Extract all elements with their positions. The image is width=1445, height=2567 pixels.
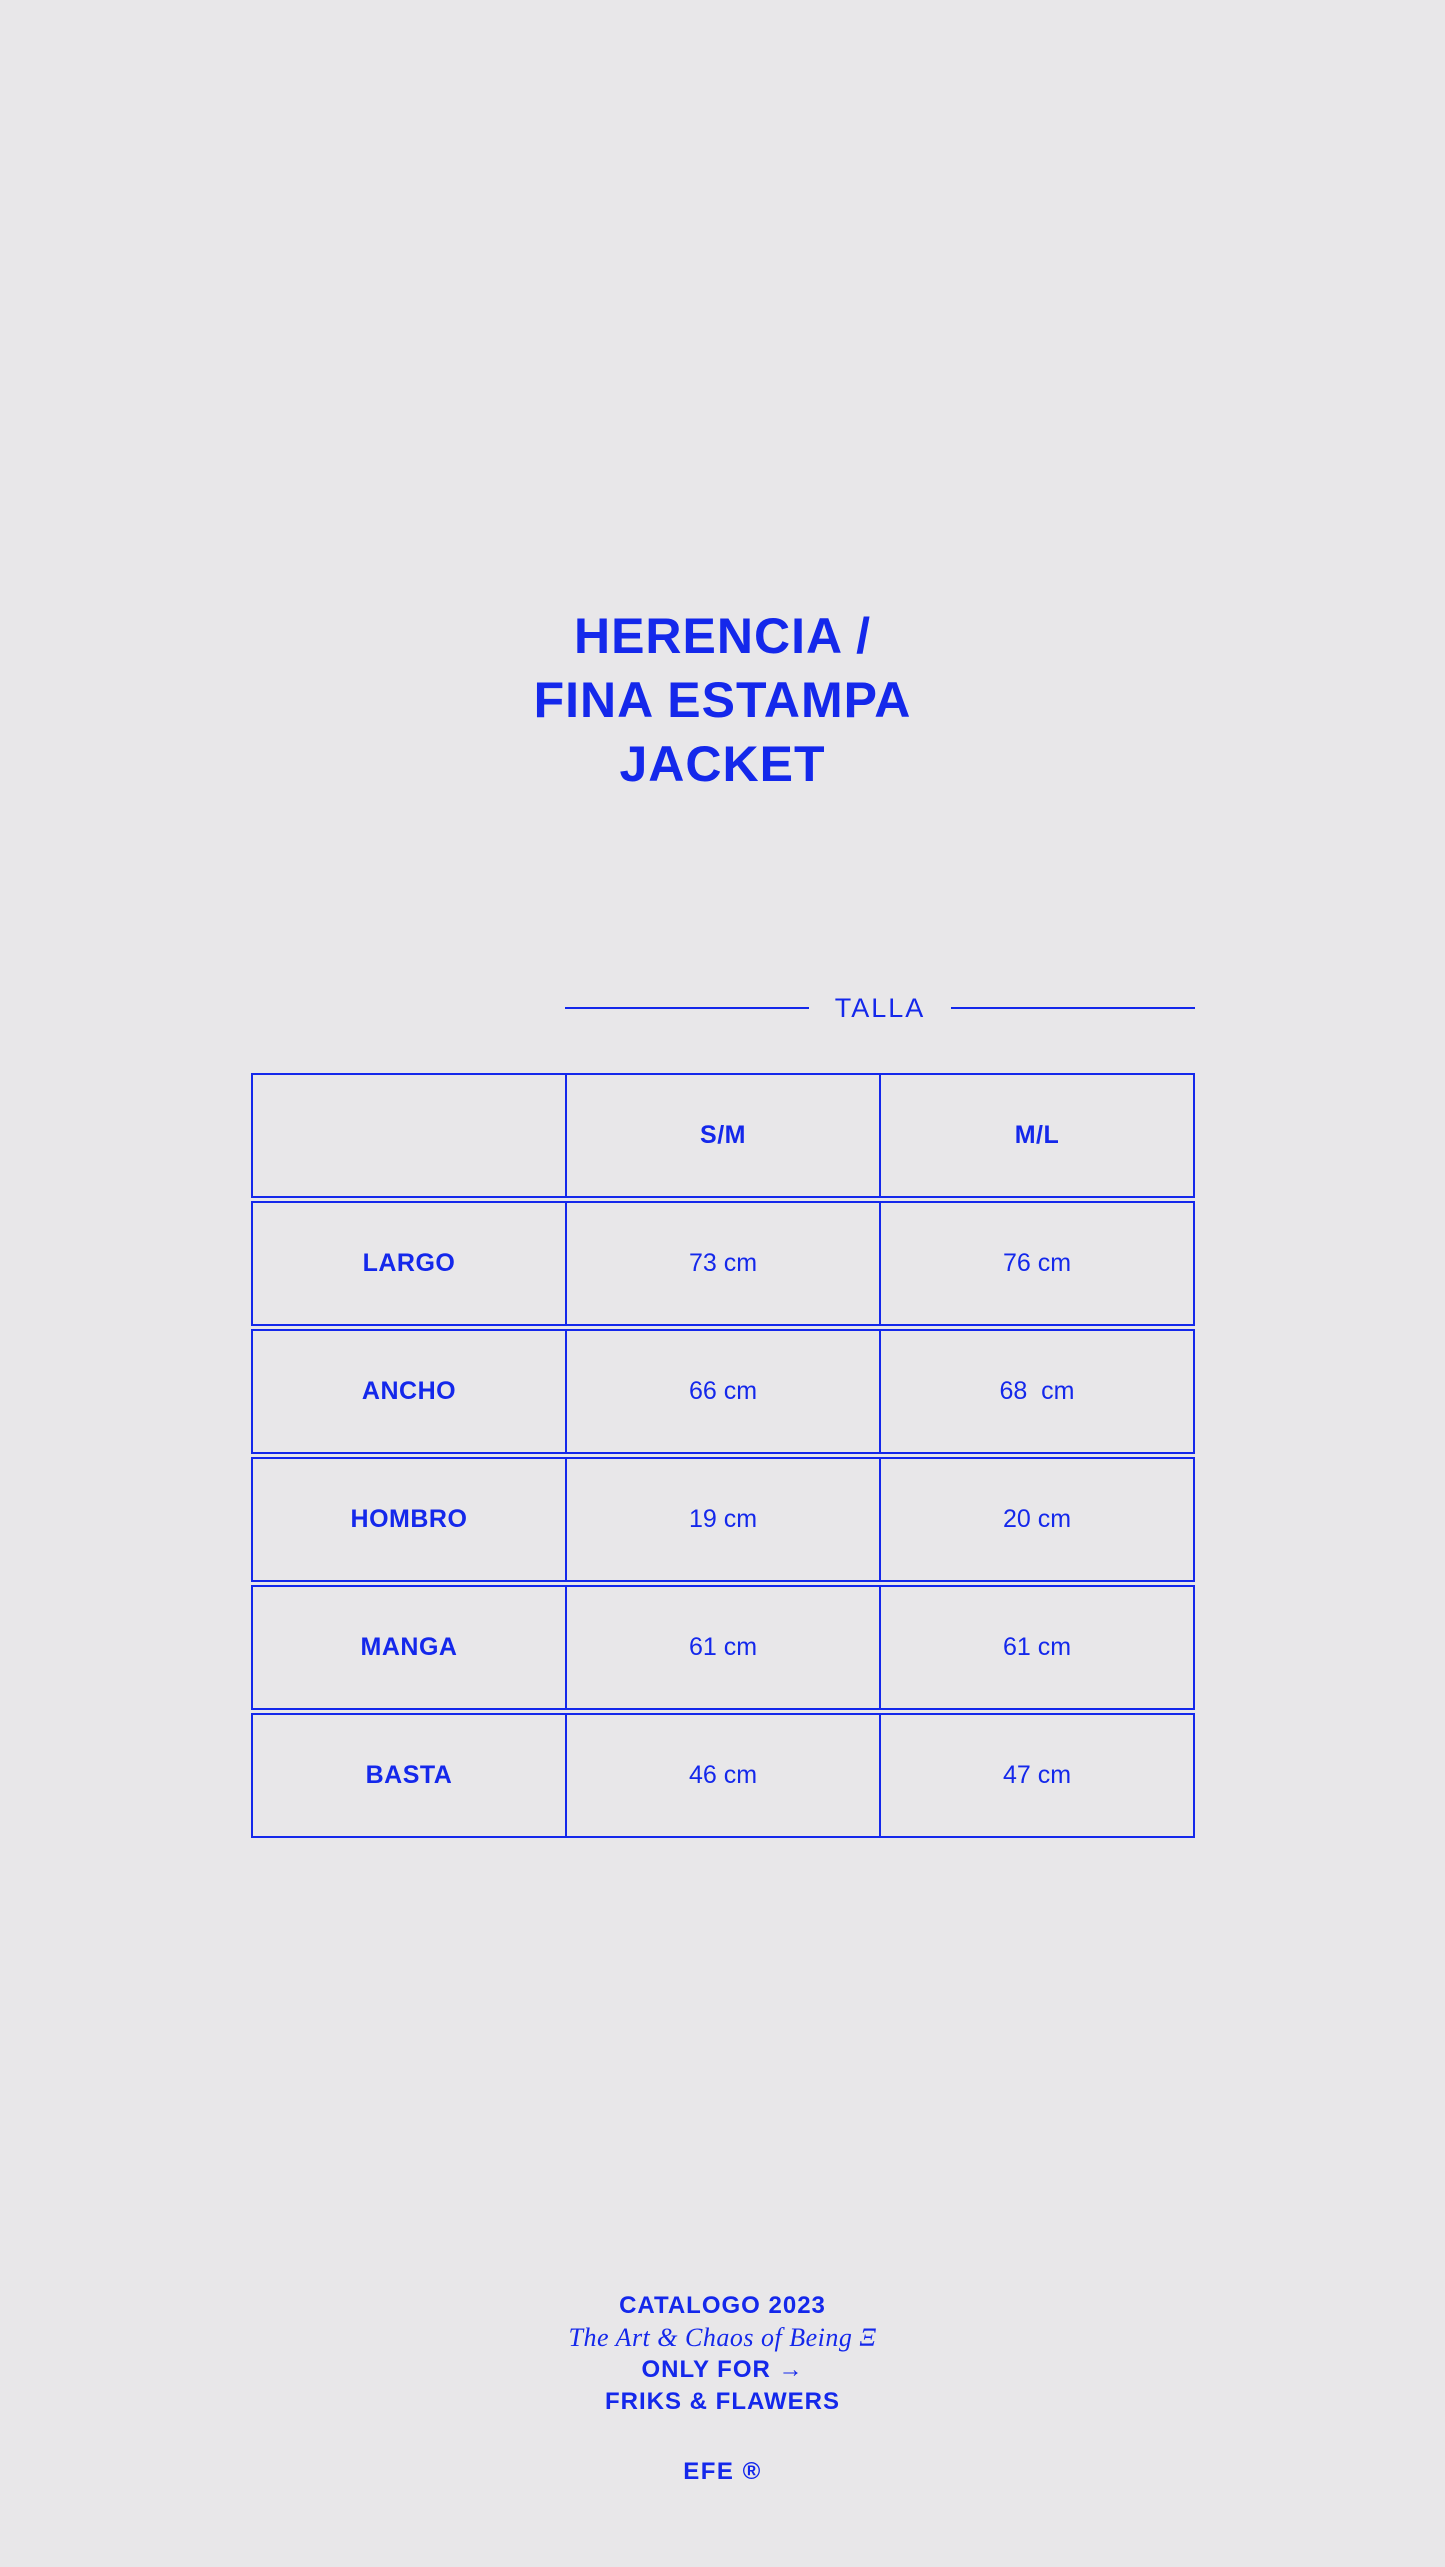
divider-line-right: [951, 1007, 1196, 1009]
table-row-ancho: ANCHO 66 cm 68 cm: [251, 1329, 1195, 1454]
manga-sm-value: 61 cm: [565, 1587, 879, 1708]
hombro-sm-value: 19 cm: [565, 1459, 879, 1580]
table-row-largo: LARGO 73 cm 76 cm: [251, 1201, 1195, 1326]
page-title-line-3: JACKET: [619, 736, 826, 792]
table-row-hombro: HOMBRO 19 cm 20 cm: [251, 1457, 1195, 1582]
row-label-largo: LARGO: [362, 1249, 456, 1277]
catalog-year-line: CATALOGO 2023: [619, 2292, 826, 2319]
ancho-ml-value: 68 cm: [879, 1331, 1193, 1452]
row-label-basta: BASTA: [365, 1761, 453, 1789]
page-title-line-1: HERENCIA /: [573, 608, 872, 664]
size-section-header: TALLA: [565, 990, 1196, 1026]
only-for-line: ONLY FOR →: [641, 2356, 804, 2383]
page-footer: CATALOGO 2023 The Art & Chaos of Being Ξ…: [0, 2290, 1445, 2488]
row-label-hombro: HOMBRO: [350, 1505, 468, 1533]
manga-ml-value: 61 cm: [879, 1587, 1193, 1708]
basta-sm-value: 46 cm: [565, 1715, 879, 1836]
page-title-line-2: FINA ESTAMPA: [533, 672, 912, 728]
largo-sm-value: 73 cm: [565, 1203, 879, 1324]
table-header-empty-cell: [253, 1075, 565, 1196]
tagline: The Art & Chaos of Being Ξ: [568, 2323, 877, 2352]
table-header-row: S/M M/L: [251, 1073, 1195, 1198]
table-row-basta: BASTA 46 cm 47 cm: [251, 1713, 1195, 1838]
table-row-manga: MANGA 61 cm 61 cm: [251, 1585, 1195, 1710]
ancho-sm-value: 66 cm: [565, 1331, 879, 1452]
basta-ml-value: 47 cm: [879, 1715, 1193, 1836]
size-table: S/M M/L LARGO 73 cm 76 cm ANCHO 66 cm 68…: [251, 1073, 1195, 1841]
row-label-ancho: ANCHO: [361, 1377, 457, 1405]
row-label-manga: MANGA: [360, 1633, 458, 1661]
table-header-sm: S/M: [565, 1075, 879, 1196]
divider-line-left: [565, 1007, 809, 1009]
table-header-ml: M/L: [879, 1075, 1193, 1196]
largo-ml-value: 76 cm: [879, 1203, 1193, 1324]
hombro-ml-value: 20 cm: [879, 1459, 1193, 1580]
client-name-line: FRIKS & FLAWERS: [605, 2388, 840, 2415]
brand-mark: EFE ®: [683, 2458, 762, 2485]
size-section-label: TALLA: [834, 992, 926, 1023]
page-title: HERENCIA / FINA ESTAMPA JACKET: [0, 604, 1445, 796]
